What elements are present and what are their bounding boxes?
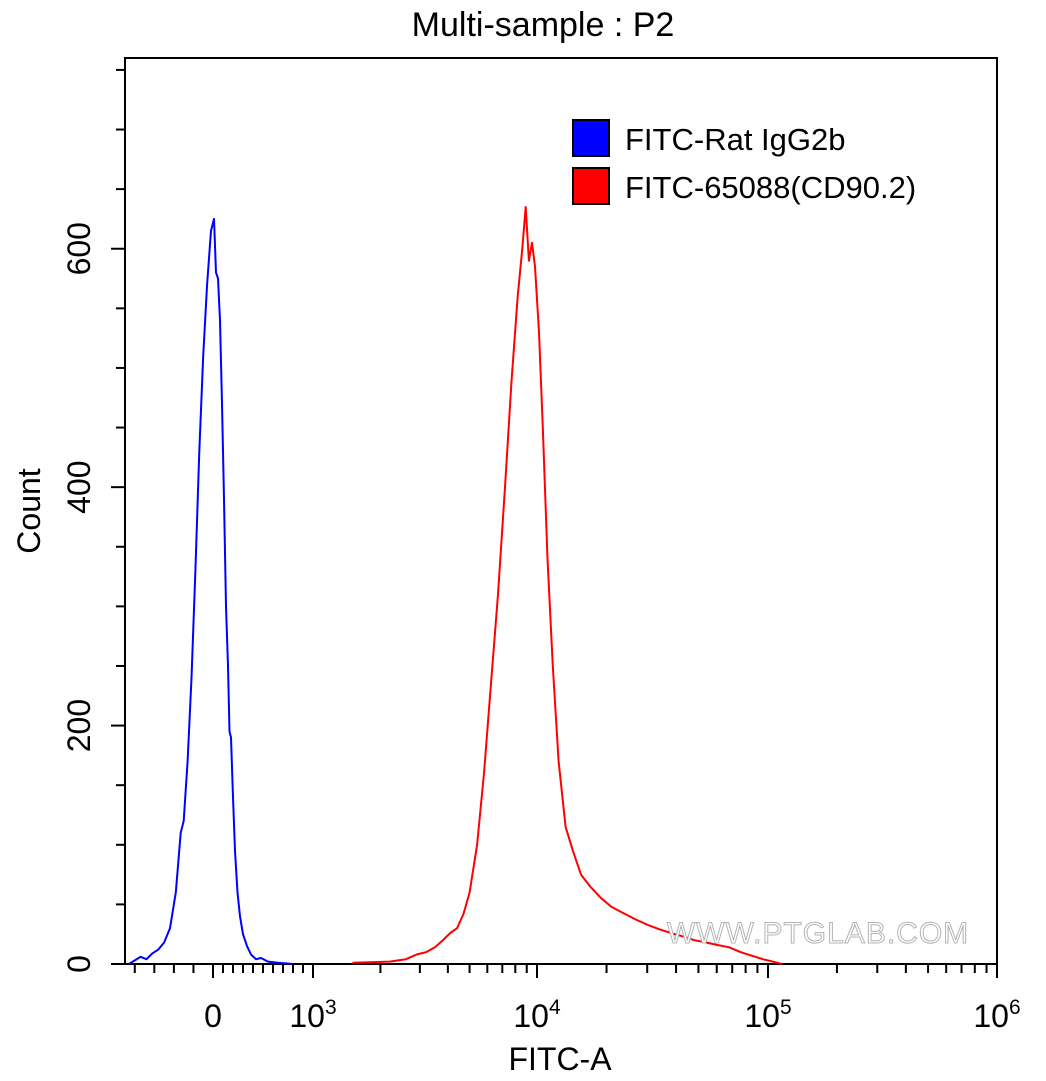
legend-swatch xyxy=(572,167,610,205)
chart-title: Multi-sample : P2 xyxy=(412,6,675,44)
x-tick-label: 104 xyxy=(513,996,561,1034)
legend-label: FITC-65088(CD90.2) xyxy=(625,170,916,205)
watermark-text: WWW.PTGLAB.COM xyxy=(667,917,969,950)
legend: FITC-Rat IgG2b FITC-65088(CD90.2) xyxy=(572,119,916,205)
legend-label: FITC-Rat IgG2b xyxy=(625,122,846,157)
x-tick-label: 0 xyxy=(204,998,222,1034)
y-axis-label: Count xyxy=(11,468,47,554)
y-axis: 0 200 400 600 xyxy=(61,68,125,973)
series-line-2 xyxy=(352,206,783,965)
y-tick-label: 0 xyxy=(61,955,97,973)
y-tick-label: 400 xyxy=(61,460,97,513)
x-axis: 0 103 104 105 106 xyxy=(133,964,1021,1034)
series-layer xyxy=(128,206,783,965)
x-tick-label: 105 xyxy=(744,996,791,1034)
plot-frame xyxy=(124,57,998,965)
x-tick-label: 106 xyxy=(973,996,1020,1034)
x-tick-label: 103 xyxy=(289,996,336,1034)
x-axis-label: FITC-A xyxy=(508,1041,612,1077)
legend-swatch xyxy=(572,119,610,157)
series-line-1 xyxy=(128,217,294,965)
y-tick-label: 600 xyxy=(61,222,97,275)
y-tick-label: 200 xyxy=(61,699,97,752)
